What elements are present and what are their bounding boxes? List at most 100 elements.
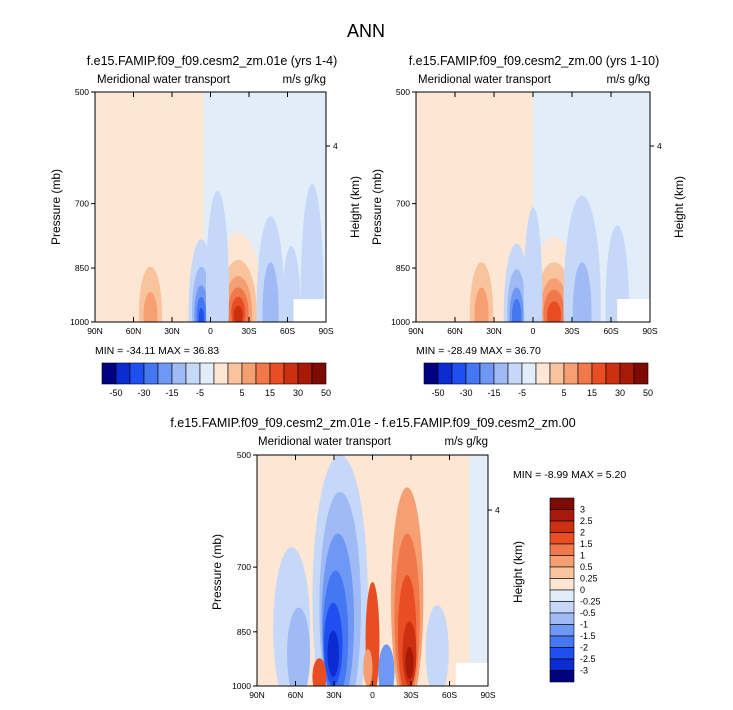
colorbar-swatch [255,362,271,385]
x-tick-label: 30N [486,326,502,336]
colorbar-label: 1.5 [580,539,593,549]
contour-plot [95,92,326,322]
x-tick-label: 30N [164,326,180,336]
contour-band [363,649,373,686]
colorbar-swatch [199,362,215,385]
colorbar-swatch [549,566,575,579]
colorbar-swatch [283,362,299,385]
x-tick-label: 0 [531,326,536,336]
y-tick-label: 700 [75,199,89,209]
colorbar-label: 2.5 [580,516,593,526]
contour-band [547,301,562,322]
colorbar-label: -0.5 [580,608,596,618]
contour-band [163,280,180,322]
panel-1: f.e15.FAMIP.f09_f09.cesm2_zm.01e (yrs 1-… [49,54,362,398]
colorbar-label: 50 [643,388,653,398]
x-tick-label: 90S [642,326,657,336]
colorbar-swatch [521,362,537,385]
colorbar-label: 0 [580,585,585,595]
colorbar-label: 0.25 [580,574,598,584]
x-tick-label: 60S [442,690,457,700]
colorbar-label: -30 [137,388,150,398]
colorbar-swatch [549,670,575,683]
y-right-tick-label: 4 [333,141,338,151]
colorbar-swatch [549,362,565,385]
colorbar: -50 -30 -15 -5 5 15 30 50 [101,362,331,398]
contour-band [378,644,395,686]
colorbar-label: -50 [431,388,444,398]
panel-stats: MIN = -34.11 MAX = 36.83 [95,345,219,357]
colorbar-swatch [549,647,575,660]
colorbar-label: 30 [293,388,303,398]
x-tick-label: 90S [318,326,333,336]
colorbar-swatch [143,362,159,385]
colorbar-swatch [619,362,635,385]
contour-band [287,607,311,686]
panel-left-label: Meridional water transport [258,436,392,448]
contour-band [572,262,592,322]
colorbar-swatch [535,362,551,385]
x-tick-label: 30S [241,326,256,336]
colorbar-swatch [549,497,575,510]
contour-band [327,630,340,677]
colorbar: 32.5 21.5 10.5 0.250 -0.25-0.5 -1-1.5 -2-2.5 -3 [549,497,601,683]
y-right-tick-label: 4 [657,141,662,151]
y-tick-label: 850 [237,627,251,637]
colorbar-swatch [605,362,621,385]
colorbar-swatch [311,362,327,385]
colorbar-label: 2 [580,528,585,538]
colorbar-swatch [549,601,575,614]
colorbar-swatch [185,362,201,385]
colorbar-swatch [549,520,575,533]
colorbar-swatch [101,362,117,385]
contour-fill-negative [469,455,488,686]
y-tick-label: 700 [396,199,410,209]
x-tick-label: 90S [480,690,495,700]
colorbar-label: 5 [561,388,566,398]
colorbar-label: -15 [165,388,178,398]
colorbar-swatch [241,362,257,385]
y-tick-label: 1000 [391,317,410,327]
contour-band [312,658,327,686]
x-tick-label: 60N [447,326,463,336]
contour-band [474,287,489,322]
colorbar-swatch [549,509,575,522]
contour-band [563,195,601,322]
topography-mask [617,299,650,322]
x-tick-label: 60N [126,326,142,336]
contour-band [270,466,290,559]
colorbar-label: -30 [459,388,472,398]
x-tick-label: 60S [280,326,295,336]
contour-plot [416,92,650,322]
x-tick-label: 0 [370,690,375,700]
colorbar-label: 15 [587,388,597,398]
contour-band [262,262,279,322]
colorbar-swatch [549,612,575,625]
y-axis-label: Pressure (mb) [370,169,384,245]
colorbar-swatch [227,362,243,385]
axes: 90N 60N 30N 0 30S 60S 90S 500 700 850 1000 4 [391,87,662,336]
colorbar-swatch [213,362,229,385]
panel-title: f.e15.FAMIP.f09_f09.cesm2_zm.01e (yrs 1-… [87,54,338,68]
panel-left-label: Meridional water transport [97,74,231,86]
colorbar: -50 -30 -15 -5 5 15 30 50 [423,362,653,398]
colorbar-swatch [115,362,131,385]
x-tick-label: 60S [603,326,618,336]
colorbar-label: 1 [580,551,585,561]
y-axis-right-label: Height (km) [672,176,686,238]
colorbar-swatch [549,532,575,545]
colorbar-swatch [171,362,187,385]
colorbar-swatch [549,635,575,648]
colorbar-swatch [269,362,285,385]
colorbar-label: 0.5 [580,562,593,572]
panel-title: f.e15.FAMIP.f09_f09.cesm2_zm.00 (yrs 1-1… [409,54,660,68]
y-tick-label: 500 [75,87,89,97]
y-axis-right-label: Height (km) [348,176,362,238]
panel-stats: MIN = -8.99 MAX = 5.20 [513,469,626,481]
y-tick-label: 700 [237,562,251,572]
axes: 90N 60N 30N 0 30S 60S 90S 500 700 850 1000 4 [232,450,500,700]
colorbar-swatch [451,362,467,385]
figure-title: ANN [347,21,385,41]
panel-right-label: m/s g/kg [607,74,650,86]
